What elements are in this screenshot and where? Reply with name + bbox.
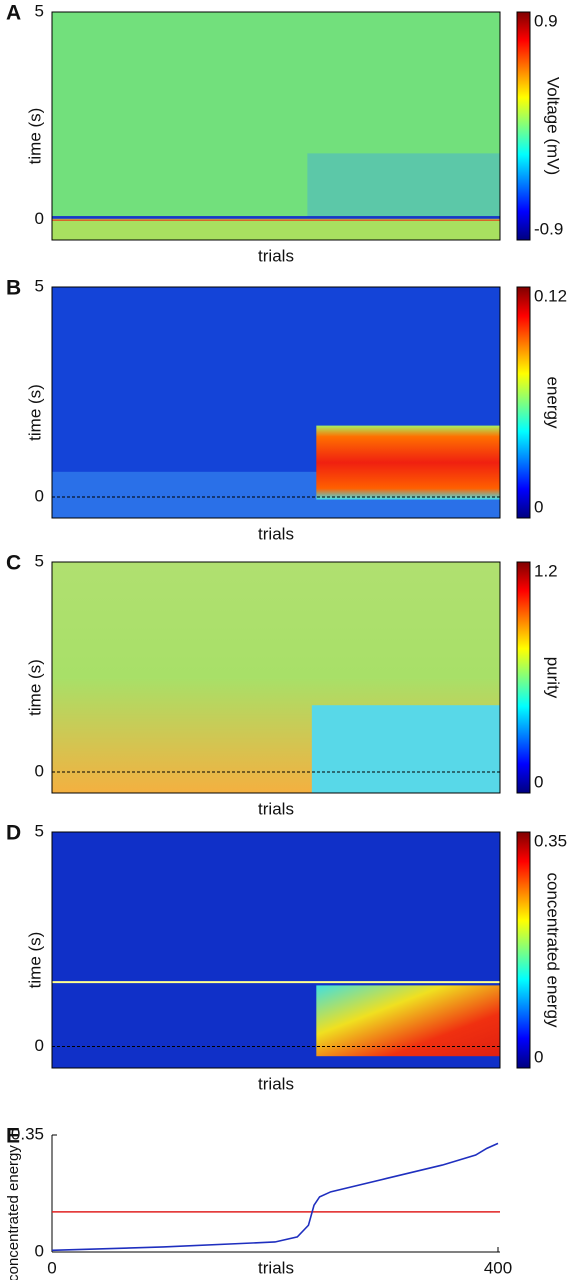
colorbar-tick-label: -0.9 bbox=[534, 219, 563, 238]
plot-frame bbox=[51, 561, 501, 794]
colorbar-tick-label: 0.35 bbox=[534, 831, 567, 850]
colorbar-tick-label: 0.9 bbox=[534, 11, 558, 30]
colorbar bbox=[516, 11, 531, 241]
y-tick-label: 0 bbox=[35, 209, 44, 228]
colorbar-label: energy bbox=[544, 377, 563, 429]
plot-frame bbox=[51, 286, 501, 519]
heatmap-region bbox=[52, 219, 500, 221]
plot-frame bbox=[51, 11, 501, 241]
heatmap-region bbox=[311, 705, 500, 793]
colorbar-tick-label: 0 bbox=[534, 1047, 543, 1066]
y-tick-label: 5 bbox=[35, 276, 44, 295]
colorbar bbox=[516, 831, 531, 1069]
colorbar-tick-label: 0 bbox=[534, 772, 543, 791]
x-axis-label: trials bbox=[258, 1258, 294, 1277]
colorbar-tick-label: 0 bbox=[534, 497, 543, 516]
y-tick-label: 0 bbox=[35, 486, 44, 505]
y-axis-label: time (s) bbox=[25, 659, 44, 716]
y-axis-label: time (s) bbox=[25, 932, 44, 989]
colorbar-tick-label: 0.12 bbox=[534, 286, 567, 305]
colorbar-label: Voltage (mV) bbox=[544, 77, 563, 175]
y-axis-label: time (s) bbox=[25, 384, 44, 441]
colorbar-label: purity bbox=[544, 657, 563, 699]
y-tick-label: 0 bbox=[35, 1036, 44, 1055]
x-tick-label: 0 bbox=[47, 1258, 56, 1277]
panel-label: A bbox=[6, 2, 21, 25]
panel-label: B bbox=[6, 277, 21, 300]
plot-frame bbox=[51, 831, 501, 1069]
x-axis-label: trials bbox=[258, 524, 294, 543]
colorbar bbox=[516, 561, 531, 794]
x-axis-label: trials bbox=[258, 246, 294, 265]
y-tick-label: 5 bbox=[35, 1, 44, 20]
colorbar-tick-label: 1.2 bbox=[534, 561, 558, 580]
panel-label: E bbox=[6, 1125, 20, 1148]
x-axis-label: trials bbox=[258, 1074, 294, 1093]
y-tick-label: 5 bbox=[35, 821, 44, 840]
y-axis-label: concentrated energy bbox=[5, 1145, 22, 1280]
y-tick-label: 5 bbox=[35, 551, 44, 570]
heatmap-region bbox=[316, 985, 500, 1057]
data-line bbox=[51, 1142, 499, 1252]
colorbar-label: concentrated energy bbox=[544, 873, 563, 1028]
x-axis-label: trials bbox=[258, 799, 294, 818]
heatmap-region bbox=[52, 216, 500, 219]
heatmap-region bbox=[307, 153, 500, 218]
y-tick-label: 0.35 bbox=[11, 1124, 44, 1143]
panel-label: D bbox=[6, 822, 21, 845]
heatmap-region bbox=[52, 217, 500, 240]
y-tick-label: 0 bbox=[35, 1241, 44, 1260]
y-axis-label: time (s) bbox=[25, 108, 44, 165]
y-tick-label: 0 bbox=[35, 761, 44, 780]
colorbar bbox=[516, 286, 531, 519]
panel-label: C bbox=[6, 552, 21, 575]
heatmap-region bbox=[316, 425, 500, 500]
x-tick-label: 400 bbox=[484, 1258, 512, 1277]
